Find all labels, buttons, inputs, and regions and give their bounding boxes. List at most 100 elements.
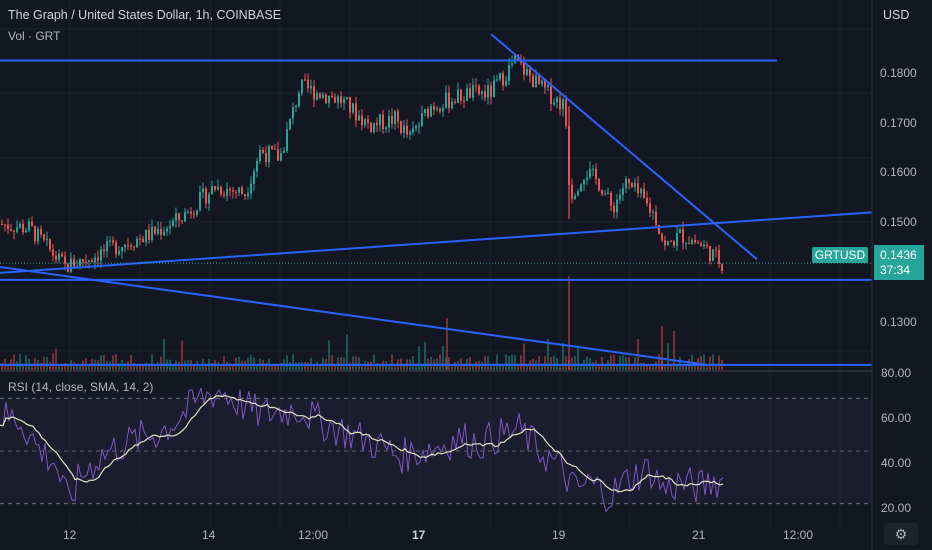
candle-body (373, 122, 375, 133)
candle-body (523, 62, 525, 75)
trendlines[interactable] (0, 33, 873, 366)
candle-body (535, 75, 537, 88)
candle-body (331, 96, 333, 98)
candle-body (316, 93, 318, 100)
candle-body (556, 97, 558, 103)
candle-body (358, 115, 360, 121)
volume-bar (331, 355, 333, 370)
volume-bar (46, 357, 48, 370)
candle-body (484, 91, 486, 98)
volume-bar (304, 361, 306, 370)
candle-body (70, 258, 72, 272)
volume-bar (232, 364, 234, 370)
settings-gear-icon[interactable]: ⚙ (884, 523, 918, 545)
volume-bar (307, 362, 309, 370)
candle-body (16, 227, 18, 232)
candle-body (715, 249, 717, 251)
candle-body (466, 88, 468, 101)
volume-bar (319, 363, 321, 370)
candle-body (721, 263, 723, 272)
volume-bar (541, 363, 543, 370)
volume-bar (343, 357, 345, 370)
candle-body (532, 75, 534, 88)
candle-body (265, 153, 267, 163)
candle-body (313, 85, 315, 100)
candle-body (445, 92, 447, 108)
volume-bar (193, 365, 195, 370)
volume-bar (496, 354, 498, 370)
volume-bar (124, 363, 126, 370)
candle-body (223, 194, 225, 196)
volume-bar (670, 363, 672, 370)
volume-bar (277, 365, 279, 370)
time-tick: 19 (552, 528, 566, 542)
candle-body (409, 132, 411, 135)
candle-body (106, 241, 108, 252)
volume-bar (64, 363, 66, 370)
candle-body (145, 229, 147, 243)
candle-body (565, 99, 567, 126)
candle-body (283, 150, 285, 153)
candle-body (685, 243, 687, 245)
volume-bar (553, 355, 555, 370)
currency-label[interactable]: USD (883, 8, 910, 22)
volume-bar (157, 361, 159, 370)
volume-bar (49, 361, 51, 370)
volume-bar (391, 354, 393, 370)
candle-body (61, 253, 63, 257)
candle-body (49, 238, 51, 250)
volume-bar (487, 356, 489, 370)
volume-bar (640, 362, 642, 370)
volume-bar (61, 364, 63, 370)
candle-body (256, 161, 258, 172)
volume-bar (451, 364, 453, 370)
volume-bar (502, 365, 504, 370)
candle-body (607, 192, 609, 195)
volume-bar (274, 365, 276, 370)
candle-body (388, 115, 390, 128)
candle-body (55, 255, 57, 260)
candle-body (100, 249, 102, 261)
candle-body (229, 188, 231, 191)
candle-body (496, 79, 498, 81)
candle-body (658, 225, 660, 234)
candle-body (574, 195, 576, 199)
volume-bar (154, 364, 156, 370)
volume-bar (493, 365, 495, 370)
volume-bar (346, 334, 348, 370)
time-tick: 17 (412, 528, 426, 542)
volume-bar (634, 357, 636, 370)
candle-body (430, 106, 432, 117)
candle-body (232, 190, 234, 192)
volume-bar (79, 364, 81, 370)
candle-body (295, 105, 297, 107)
volume-bar (499, 364, 501, 370)
candle-body (133, 246, 135, 248)
candle-body (157, 228, 159, 234)
volume-bar (229, 362, 231, 370)
volume-bar (664, 364, 666, 370)
volume-bar (286, 355, 288, 370)
candle-body (697, 242, 699, 244)
candle-body (349, 97, 351, 113)
candle-body (538, 75, 540, 85)
candle-body (37, 229, 39, 242)
candle-body (118, 251, 120, 255)
volume-bars (1, 276, 723, 370)
candle-body (376, 122, 378, 126)
volume-bar (136, 365, 138, 370)
candle-body (190, 211, 192, 214)
candle-body (352, 103, 354, 113)
candle-body (259, 149, 261, 162)
volume-bar (715, 365, 717, 370)
candle-body (160, 228, 162, 236)
candle-body (127, 244, 129, 246)
candle-body (130, 245, 132, 247)
volume-bar (358, 357, 360, 370)
candle-body (448, 92, 450, 108)
volume-label[interactable]: Vol · GRT (8, 29, 61, 43)
rsi-label[interactable]: RSI (14, close, SMA, 14, 2) (8, 380, 154, 394)
volume-bar (676, 365, 678, 370)
candle-body (487, 85, 489, 98)
